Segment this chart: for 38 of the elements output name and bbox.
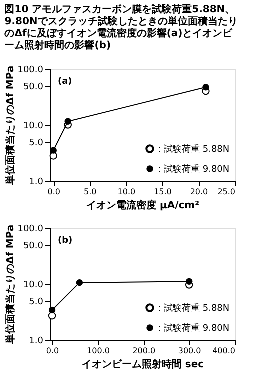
x-tick-label: 300.0: [178, 346, 202, 356]
y-tick-label: 100.0: [18, 224, 44, 234]
x-tick-label: 200.0: [132, 346, 156, 356]
point: [76, 279, 84, 286]
x-tick-label: 20.0: [190, 188, 208, 196]
y-axis-title: 単位面積当たりのΔf MPa: [4, 66, 17, 186]
x-tick-label: 0.0: [46, 346, 60, 356]
legend-label: ：試験荷重 9.80N: [155, 164, 230, 175]
y-axis-title: 単位面積当たりのΔf MPa: [4, 224, 17, 346]
annotation: (a): [58, 77, 72, 87]
legend-label: ：試験荷重 5.88N: [155, 144, 230, 155]
y-tick-label: 10.0: [23, 280, 44, 290]
x-tick-label: 25.0: [218, 188, 236, 196]
point: [202, 84, 210, 91]
y-tick-label: 5.0: [29, 138, 44, 148]
x-tick-label: 10.0: [118, 188, 136, 196]
annotation: (b): [58, 236, 73, 246]
y-tick-label: 50.0: [23, 241, 44, 252]
legend-label: ：試験荷重 5.88N: [155, 303, 230, 314]
y-tick-label: 5.0: [29, 297, 44, 308]
y-tick-label: 100.0: [18, 66, 44, 76]
chart-title: 図10 アモルファスカーボン膜を試験荷重5.88N、9.80Nでスクラッチ試験したときの単位面積当たりのΔfに及ぼすイオン電流密度の影響(a)とイオンビーム照射時間の影響(b): [4, 4, 238, 52]
x-axis-title: イオンビーム照射時間 sec: [82, 358, 204, 370]
y-tick-label: 1.0: [29, 178, 44, 188]
legend-label: ：試験荷重 9.80N: [155, 323, 230, 334]
x-tick-label: 400.0: [212, 346, 236, 356]
point: [48, 306, 56, 314]
x-tick-label: 0.0: [48, 188, 60, 196]
x-tick-label: 15.0: [154, 188, 172, 196]
point: [50, 147, 57, 154]
y-tick-label: 10.0: [23, 122, 44, 132]
y-tick-label: 50.0: [23, 82, 44, 92]
y-tick-label: 1.0: [29, 336, 44, 346]
point: [64, 118, 72, 125]
point: [186, 278, 193, 286]
x-tick-label: 5.0: [84, 188, 97, 196]
x-axis-title: イオン電流密度 μA/cm²: [86, 200, 200, 212]
x-tick-label: 100.0: [87, 346, 110, 356]
